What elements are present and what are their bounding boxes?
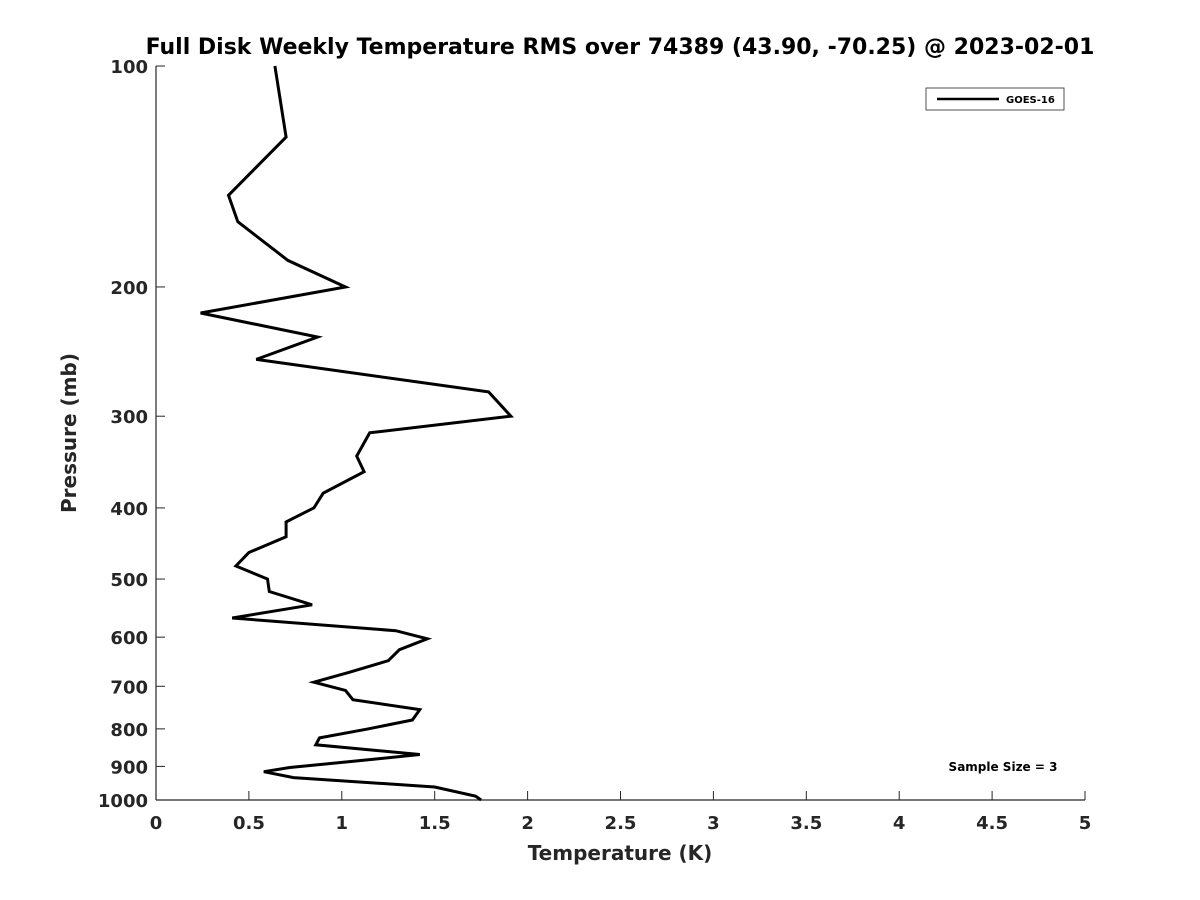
x-tick-label: 5 <box>1079 813 1092 834</box>
x-tick-label: 2 <box>521 813 534 834</box>
x-tick-label: 2.5 <box>605 813 637 834</box>
y-axis-label: Pressure (mb) <box>57 353 81 513</box>
x-tick-label: 0.5 <box>233 813 265 834</box>
x-axis-label: Temperature (K) <box>528 841 713 865</box>
x-tick-label: 4 <box>893 813 906 834</box>
x-tick-label: 3.5 <box>790 813 822 834</box>
y-tick-label: 800 <box>110 720 148 741</box>
x-tick-label: 1 <box>336 813 349 834</box>
y-tick-label: 700 <box>110 677 148 698</box>
x-tick-label: 1.5 <box>419 813 451 834</box>
y-tick-label: 900 <box>110 757 148 778</box>
y-axis-ticks: 100 200 300 400 500 600 700 800 900 1000 <box>98 57 165 812</box>
y-tick-label: 300 <box>110 407 148 428</box>
y-tick-label: 400 <box>110 499 148 520</box>
series-group <box>200 65 514 802</box>
y-tick-label: 1000 <box>98 791 148 812</box>
x-tick-label: 3 <box>707 813 720 834</box>
x-tick-label: 4.5 <box>976 813 1008 834</box>
legend-label-goes-16: GOES-16 <box>1006 95 1055 106</box>
y-tick-label: 500 <box>110 570 148 591</box>
chart-title: Full Disk Weekly Temperature RMS over 74… <box>146 35 1095 60</box>
y-tick-label: 200 <box>110 278 148 299</box>
plot-area <box>156 66 1085 800</box>
series-line-goes-16 <box>200 65 514 802</box>
legend: GOES-16 <box>925 87 1065 111</box>
sample-size-annotation: Sample Size = 3 <box>949 760 1058 774</box>
y-tick-label: 100 <box>110 57 148 78</box>
y-tick-label: 600 <box>110 628 148 649</box>
x-axis-ticks: 0 0.5 1 1.5 2 2.5 3 3.5 4 4.5 5 <box>150 791 1092 834</box>
x-tick-label: 0 <box>150 813 163 834</box>
